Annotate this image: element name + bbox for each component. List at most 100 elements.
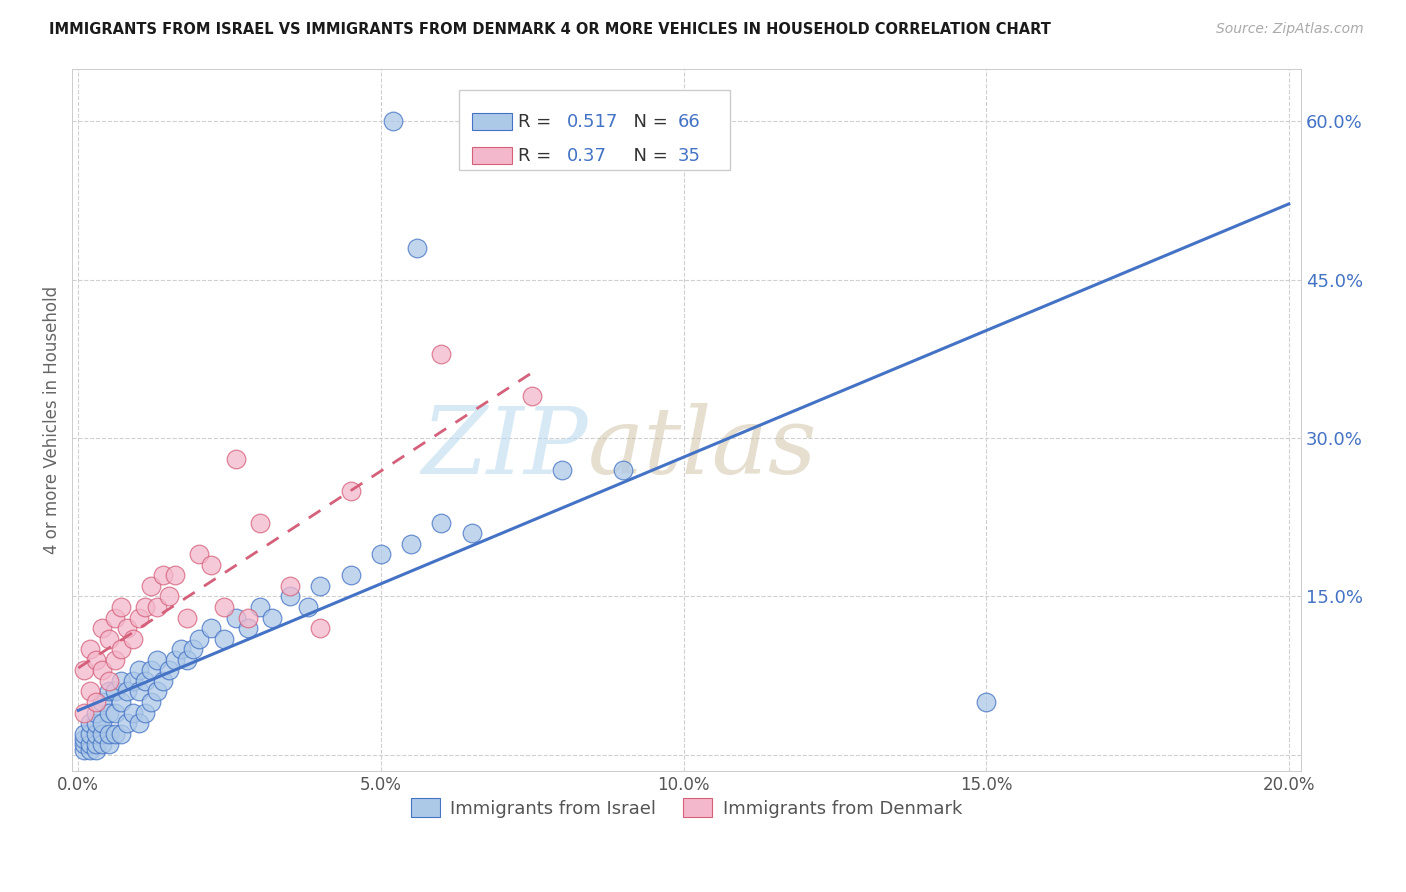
Point bbox=[73, 706, 96, 720]
Point bbox=[86, 727, 108, 741]
Point bbox=[104, 610, 127, 624]
Point bbox=[110, 727, 132, 741]
Text: 0.37: 0.37 bbox=[567, 147, 607, 165]
Point bbox=[104, 684, 127, 698]
Point bbox=[91, 727, 114, 741]
Point bbox=[430, 516, 453, 530]
Point bbox=[309, 621, 332, 635]
Point bbox=[165, 568, 187, 582]
Point bbox=[86, 716, 108, 731]
Point bbox=[115, 621, 138, 635]
Point bbox=[309, 579, 332, 593]
Point bbox=[551, 463, 574, 477]
Point bbox=[339, 483, 361, 498]
Point bbox=[97, 673, 120, 688]
Point bbox=[176, 653, 198, 667]
Point bbox=[181, 642, 204, 657]
Point bbox=[86, 653, 108, 667]
Point bbox=[406, 241, 429, 255]
Point bbox=[86, 737, 108, 751]
Text: R =: R = bbox=[517, 147, 557, 165]
Text: 66: 66 bbox=[678, 113, 700, 131]
Text: N =: N = bbox=[621, 147, 673, 165]
Text: Source: ZipAtlas.com: Source: ZipAtlas.com bbox=[1216, 22, 1364, 37]
Point bbox=[91, 716, 114, 731]
Point bbox=[128, 684, 150, 698]
Text: atlas: atlas bbox=[588, 402, 818, 492]
Point bbox=[110, 642, 132, 657]
Point bbox=[260, 610, 283, 624]
Point bbox=[104, 727, 127, 741]
Point bbox=[86, 742, 108, 756]
Point bbox=[146, 684, 169, 698]
Point bbox=[176, 610, 198, 624]
Point bbox=[460, 526, 482, 541]
Text: IMMIGRANTS FROM ISRAEL VS IMMIGRANTS FROM DENMARK 4 OR MORE VEHICLES IN HOUSEHOL: IMMIGRANTS FROM ISRAEL VS IMMIGRANTS FRO… bbox=[49, 22, 1052, 37]
Point bbox=[86, 706, 108, 720]
Point bbox=[128, 716, 150, 731]
Text: ZIP: ZIP bbox=[422, 402, 588, 492]
Point bbox=[200, 558, 222, 572]
Point bbox=[73, 664, 96, 678]
Point bbox=[974, 695, 997, 709]
Point bbox=[73, 727, 96, 741]
Point bbox=[612, 463, 634, 477]
Point bbox=[121, 673, 143, 688]
Point bbox=[152, 568, 174, 582]
Legend: Immigrants from Israel, Immigrants from Denmark: Immigrants from Israel, Immigrants from … bbox=[404, 790, 970, 825]
Point bbox=[249, 516, 271, 530]
Point bbox=[146, 600, 169, 615]
Point bbox=[152, 673, 174, 688]
Point bbox=[165, 653, 187, 667]
Point bbox=[91, 737, 114, 751]
Point bbox=[157, 590, 180, 604]
Point bbox=[134, 673, 156, 688]
Point bbox=[79, 684, 101, 698]
Point bbox=[212, 600, 235, 615]
Point bbox=[522, 389, 544, 403]
FancyBboxPatch shape bbox=[471, 147, 512, 164]
Point bbox=[399, 537, 422, 551]
FancyBboxPatch shape bbox=[460, 89, 730, 170]
Point bbox=[134, 706, 156, 720]
Point bbox=[200, 621, 222, 635]
Point bbox=[139, 664, 162, 678]
Text: 0.517: 0.517 bbox=[567, 113, 619, 131]
Point bbox=[110, 673, 132, 688]
Point bbox=[278, 590, 301, 604]
Point bbox=[382, 114, 405, 128]
Point bbox=[170, 642, 193, 657]
Point bbox=[249, 600, 271, 615]
Point bbox=[110, 695, 132, 709]
Point bbox=[278, 579, 301, 593]
Point bbox=[188, 632, 211, 646]
Point bbox=[97, 737, 120, 751]
Point bbox=[134, 600, 156, 615]
Point bbox=[79, 742, 101, 756]
Point bbox=[73, 742, 96, 756]
Point bbox=[121, 632, 143, 646]
Point bbox=[139, 695, 162, 709]
Point bbox=[225, 610, 247, 624]
Text: R =: R = bbox=[517, 113, 557, 131]
Point bbox=[73, 737, 96, 751]
Y-axis label: 4 or more Vehicles in Household: 4 or more Vehicles in Household bbox=[44, 285, 60, 554]
Point bbox=[86, 695, 108, 709]
Point bbox=[97, 632, 120, 646]
Point bbox=[79, 737, 101, 751]
Point bbox=[128, 664, 150, 678]
Point bbox=[115, 684, 138, 698]
Point bbox=[139, 579, 162, 593]
Point bbox=[212, 632, 235, 646]
Point bbox=[188, 547, 211, 561]
Point bbox=[370, 547, 392, 561]
Point bbox=[97, 684, 120, 698]
Point bbox=[104, 706, 127, 720]
Point bbox=[297, 600, 319, 615]
Point bbox=[91, 621, 114, 635]
Point bbox=[146, 653, 169, 667]
Point bbox=[128, 610, 150, 624]
Point bbox=[121, 706, 143, 720]
Point bbox=[225, 452, 247, 467]
Point bbox=[236, 621, 259, 635]
